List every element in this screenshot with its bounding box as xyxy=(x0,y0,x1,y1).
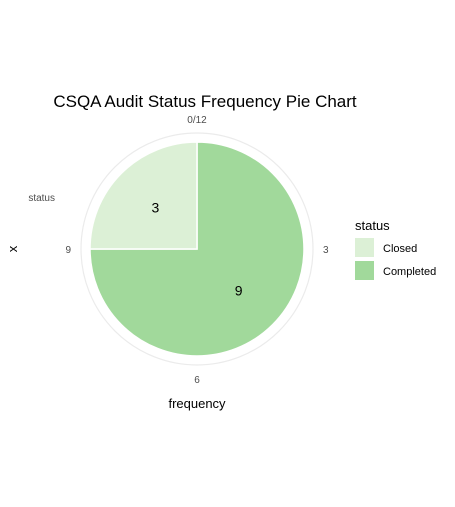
slice-label-closed: 3 xyxy=(151,199,159,215)
legend-swatch-closed xyxy=(355,238,374,257)
angular-tick-label: 6 xyxy=(194,375,200,386)
pie-slice-closed xyxy=(89,141,198,250)
legend: status Closed Completed xyxy=(355,218,436,280)
legend-swatch-completed xyxy=(355,261,374,280)
angular-tick-label: 0/12 xyxy=(187,115,207,126)
legend-label-closed: Closed xyxy=(383,243,417,255)
pie-slice-completed xyxy=(89,141,305,357)
polar-plot-area: 9 3 0/12 3 6 9 xyxy=(65,115,329,386)
x-axis-label: frequency xyxy=(168,396,226,411)
angular-tick-label: 3 xyxy=(323,245,329,256)
chart-title: CSQA Audit Status Frequency Pie Chart xyxy=(53,92,357,111)
slice-label-completed: 9 xyxy=(235,283,243,299)
y-axis-label: x xyxy=(5,245,20,252)
outer-grid-circle xyxy=(80,132,314,366)
legend-title: status xyxy=(355,218,390,233)
legend-label-completed: Completed xyxy=(383,266,436,278)
angular-tick-label: 9 xyxy=(65,245,71,256)
y-tick-label: status xyxy=(28,193,55,204)
